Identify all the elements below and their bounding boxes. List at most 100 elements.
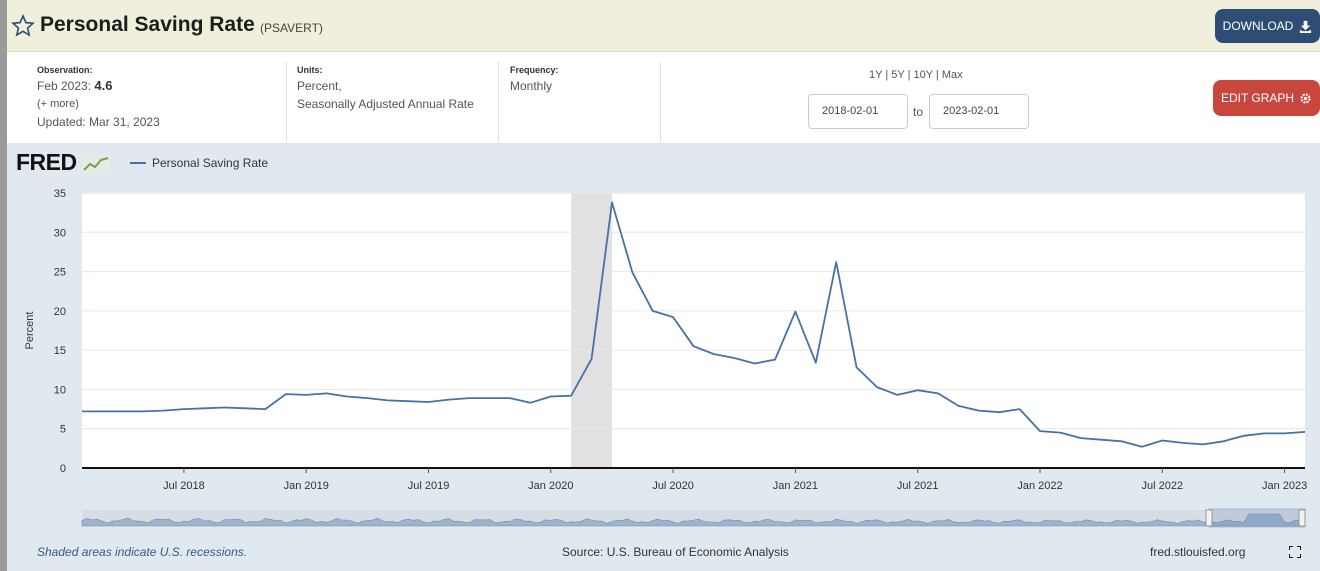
units-line2: Seasonally Adjusted Annual Rate <box>297 97 474 111</box>
data-point[interactable] <box>915 388 920 393</box>
data-point[interactable] <box>793 309 798 314</box>
x-tick-label: Jan 2021 <box>773 480 818 492</box>
series-metadata: Observation: Feb 2023: 4.6 (+ more) Upda… <box>7 52 1320 143</box>
data-point[interactable] <box>446 397 451 402</box>
data-point[interactable] <box>283 392 288 397</box>
fullscreen-icon[interactable] <box>1289 546 1301 558</box>
data-point[interactable] <box>161 408 166 413</box>
data-point[interactable] <box>609 200 614 205</box>
page-title: Personal Saving Rate <box>40 13 255 36</box>
range-max[interactable]: Max <box>941 69 963 81</box>
recession-note: Shaded areas indicate U.S. recessions. <box>37 545 248 559</box>
units-block: Units: Percent, Seasonally Adjusted Annu… <box>297 63 474 113</box>
data-point[interactable] <box>1241 433 1246 438</box>
data-point[interactable] <box>569 393 574 398</box>
data-point[interactable] <box>1099 437 1104 442</box>
data-point[interactable] <box>120 409 125 414</box>
legend-label: Personal Saving Rate <box>152 156 269 170</box>
data-point[interactable] <box>589 356 594 361</box>
data-point[interactable] <box>711 352 716 357</box>
y-tick-label: 15 <box>54 345 66 357</box>
data-point[interactable] <box>80 409 85 414</box>
data-point[interactable] <box>936 391 941 396</box>
data-point[interactable] <box>100 409 105 414</box>
gear-icon <box>1300 92 1311 104</box>
data-point[interactable] <box>1201 442 1206 447</box>
data-point[interactable] <box>1262 431 1267 436</box>
range-1y[interactable]: 1Y <box>869 69 883 81</box>
data-point[interactable] <box>1180 440 1185 445</box>
fred-logo-chart-icon <box>82 154 109 173</box>
more-link[interactable]: (+ more) <box>37 98 79 110</box>
download-button[interactable]: DOWNLOAD <box>1215 9 1320 43</box>
data-point[interactable] <box>141 409 146 414</box>
data-point[interactable] <box>508 396 513 401</box>
data-point[interactable] <box>671 315 676 320</box>
frequency-block: Frequency: Monthly <box>510 63 559 95</box>
data-point[interactable] <box>263 407 268 412</box>
data-point[interactable] <box>222 405 227 410</box>
data-point[interactable] <box>854 365 859 370</box>
x-tick-label: Jan 2020 <box>528 480 573 492</box>
edit-graph-button[interactable]: EDIT GRAPH <box>1213 80 1320 116</box>
data-point[interactable] <box>1119 439 1124 444</box>
data-point[interactable] <box>202 406 207 411</box>
data-point[interactable] <box>1160 438 1165 443</box>
data-point[interactable] <box>1282 431 1287 436</box>
y-tick-label: 35 <box>54 188 66 200</box>
data-point[interactable] <box>1038 429 1043 434</box>
data-point[interactable] <box>773 357 778 362</box>
navigator-handle-right[interactable] <box>1298 509 1306 527</box>
end-date-input[interactable]: 2023-02-01 <box>929 94 1029 129</box>
start-date-input[interactable]: 2018-02-01 <box>808 94 908 129</box>
divider <box>498 62 499 142</box>
series-line <box>82 201 1306 448</box>
data-point[interactable] <box>956 403 961 408</box>
data-point[interactable] <box>997 410 1002 415</box>
fred-url[interactable]: fred.stlouisfed.org <box>1150 545 1246 559</box>
data-point[interactable] <box>324 391 329 396</box>
data-point[interactable] <box>895 392 900 397</box>
data-point[interactable] <box>1058 430 1063 435</box>
x-tick-label: Jul 2019 <box>408 480 450 492</box>
data-point[interactable] <box>1303 429 1308 434</box>
y-tick-label: 5 <box>60 424 66 436</box>
data-point[interactable] <box>1221 439 1226 444</box>
data-point[interactable] <box>385 398 390 403</box>
star-icon[interactable] <box>11 14 35 38</box>
data-point[interactable] <box>304 392 309 397</box>
data-point[interactable] <box>834 260 839 265</box>
data-point[interactable] <box>630 270 635 275</box>
range-5y[interactable]: 5Y <box>891 69 905 81</box>
data-point[interactable] <box>181 407 186 412</box>
data-point[interactable] <box>1017 407 1022 412</box>
data-point[interactable] <box>528 400 533 405</box>
data-point[interactable] <box>1139 444 1144 449</box>
navigator-handle-left[interactable] <box>1205 509 1213 527</box>
data-point[interactable] <box>426 400 431 405</box>
observation-block: Observation: Feb 2023: 4.6 (+ more) Upda… <box>37 63 160 131</box>
x-tick-label: Jul 2020 <box>652 480 694 492</box>
fred-logo[interactable]: FRED <box>16 149 109 176</box>
data-point[interactable] <box>243 406 248 411</box>
range-10y[interactable]: 10Y <box>913 69 933 81</box>
data-point[interactable] <box>365 396 370 401</box>
data-point[interactable] <box>874 385 879 390</box>
data-point[interactable] <box>1078 436 1083 441</box>
legend-swatch <box>130 162 146 164</box>
data-point[interactable] <box>813 360 818 365</box>
data-point[interactable] <box>976 408 981 413</box>
data-point[interactable] <box>344 394 349 399</box>
data-point[interactable] <box>752 361 757 366</box>
to-label: to <box>913 105 924 119</box>
data-point[interactable] <box>650 308 655 313</box>
navigator-selection[interactable] <box>1208 508 1306 528</box>
data-point[interactable] <box>467 396 472 401</box>
data-point[interactable] <box>406 399 411 404</box>
data-point[interactable] <box>691 344 696 349</box>
data-point[interactable] <box>487 396 492 401</box>
updated-date: Updated: Mar 31, 2023 <box>37 115 160 129</box>
data-point[interactable] <box>548 394 553 399</box>
plot-area <box>82 193 1305 468</box>
data-point[interactable] <box>732 356 737 361</box>
